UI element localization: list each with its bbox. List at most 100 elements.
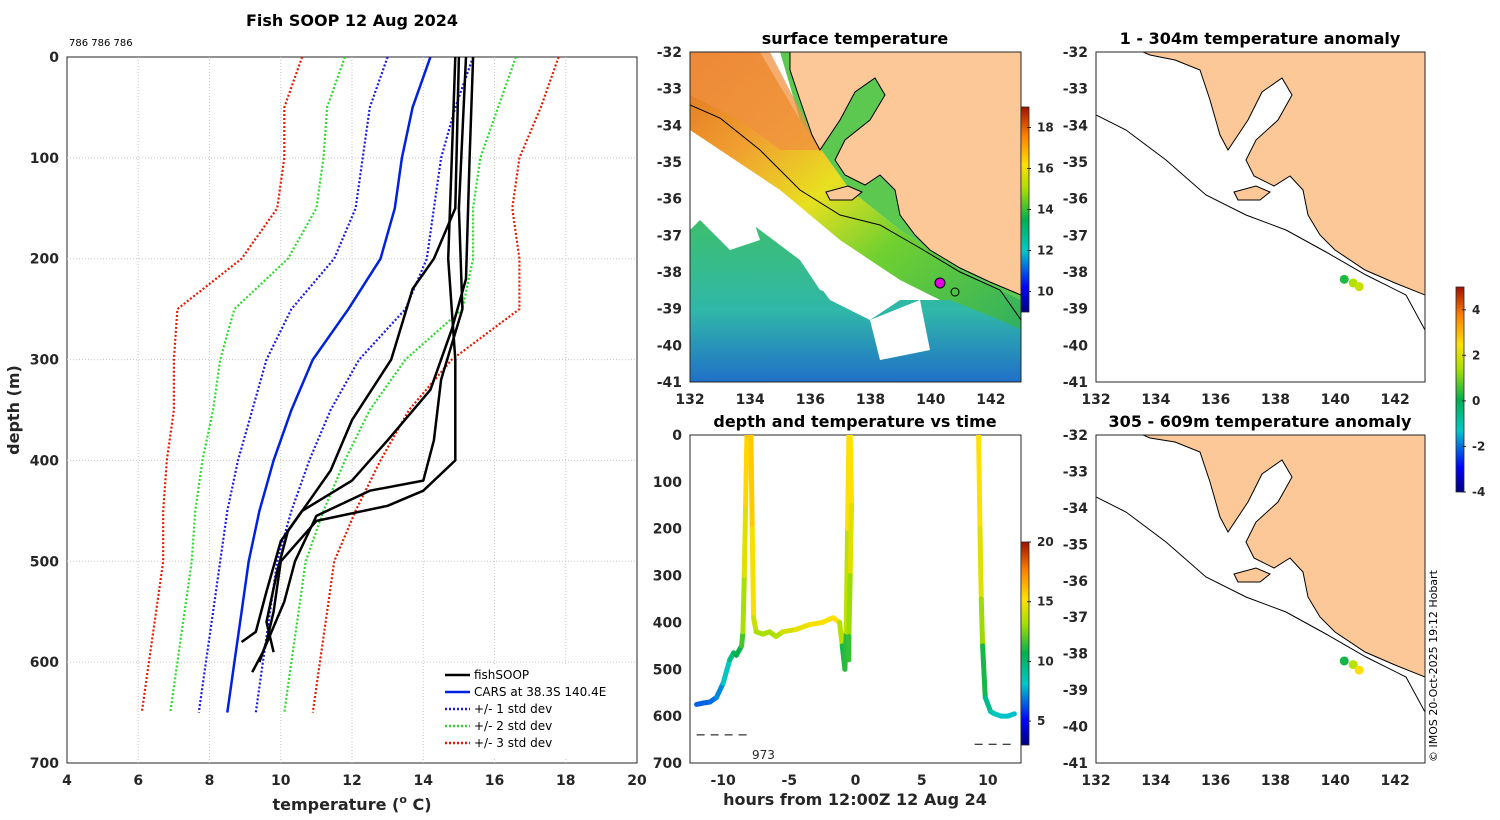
track-segment	[842, 629, 849, 672]
anomaly-deep-y-tick: -35	[1063, 537, 1088, 553]
track-segment	[978, 596, 986, 649]
profile-y-label: depth (m)	[4, 365, 23, 455]
depth-time-y-tick: 0	[672, 428, 682, 444]
imos-stamp: © IMOS 20-Oct-2025 19:12 Hobart	[1427, 569, 1440, 762]
anomaly-shallow-y-tick: -41	[1063, 375, 1088, 391]
profile-x-tick: 18	[556, 773, 575, 789]
sst-y-tick: -33	[657, 82, 682, 98]
sst-x-tick: 138	[856, 392, 885, 408]
anomaly-colorbar-ticks: 4 2 0 -2 -4	[1462, 303, 1485, 499]
profile-title: Fish SOOP 12 Aug 2024	[246, 11, 458, 30]
legend-std2: +/- 2 std dev	[474, 719, 552, 733]
sst-land	[789, 52, 1021, 296]
anomaly-shallow-x-tick: 138	[1261, 392, 1290, 408]
track-segment	[847, 502, 855, 579]
profile-y-tick: 700	[30, 756, 59, 772]
fishsoop-profile-4	[265, 57, 461, 653]
track-segment	[843, 526, 851, 635]
colorbar-tick: 14	[1037, 203, 1054, 217]
legend-fishsoop: fishSOOP	[474, 668, 529, 682]
profile-x-ticks: 4 6 8 10 12 14 16 18 20	[62, 773, 647, 789]
anomaly-shallow-land	[1142, 52, 1425, 296]
depth-time-y-ticks: 0 100 200 300 400 500 600 700	[653, 428, 682, 772]
anomaly-deep-x-tick: 138	[1261, 773, 1290, 789]
anomaly-shallow-x-tick: 132	[1081, 392, 1110, 408]
fishsoop-profiles	[240, 57, 475, 673]
sst-x-tick: 142	[976, 392, 1005, 408]
depth-time-x-tick: 5	[917, 773, 927, 789]
anomaly-deep-y-tick: -38	[1063, 647, 1088, 663]
sst-y-ticks: -32 -33 -34 -35 -36 -37 -38 -39 -40 -41	[657, 45, 683, 391]
depth-time-y-tick: 600	[653, 709, 682, 725]
depth-time-y-tick: 700	[653, 756, 682, 772]
track-segment	[720, 657, 733, 686]
profile-grid	[67, 57, 637, 763]
depth-time-y-tick: 400	[653, 615, 682, 631]
anomaly-shallow-y-tick: -38	[1063, 265, 1088, 281]
anomaly-deep-x-ticks: 132 134 136 138 140 142	[1081, 773, 1409, 789]
anomaly-deep-points	[1339, 656, 1364, 675]
profile-y-tick: 100	[30, 151, 59, 167]
std-dev-3-plus	[311, 57, 560, 713]
profile-y-tick: 200	[30, 252, 59, 268]
profile-y-tick: 400	[30, 453, 59, 469]
anomaly-deep-y-tick: -33	[1063, 464, 1088, 480]
profile-x-tick: 8	[205, 773, 215, 789]
track-segment	[740, 573, 747, 635]
std-dev-2-plus	[283, 57, 517, 713]
depth-time-x-tick: -10	[710, 773, 736, 789]
profile-y-tick: 500	[30, 554, 59, 570]
profile-y-tick: 0	[49, 50, 59, 66]
colorbar-tick: 18	[1037, 121, 1054, 135]
anomaly-point	[1339, 274, 1349, 284]
anomaly-deep-y-tick: -39	[1063, 683, 1088, 699]
anomaly-shallow-panel: 1 - 304m temperature anomaly 132 134 136 13…	[1063, 29, 1426, 408]
profile-x-tick: 12	[342, 773, 361, 789]
sst-southern-area	[690, 200, 1021, 382]
anomaly-deep-land	[1142, 435, 1425, 678]
anomaly-shallow-y-tick: -32	[1063, 45, 1088, 61]
anomaly-deep-y-tick: -32	[1063, 428, 1088, 444]
colorbar-tick: 12	[1037, 244, 1054, 258]
anomaly-shallow-y-tick: -36	[1063, 192, 1088, 208]
anomaly-shallow-contour	[1096, 114, 1425, 331]
sst-y-tick: -35	[657, 155, 682, 171]
anomaly-deep-y-ticks: -32 -33 -34 -35 -36 -37 -38 -39 -40 -41	[1063, 428, 1089, 772]
sst-island	[825, 185, 863, 201]
anomaly-deep-x-tick: 140	[1321, 773, 1350, 789]
anomaly-point	[1354, 282, 1364, 292]
anomaly-deep-y-tick: -34	[1063, 501, 1089, 517]
anomaly-shallow-x-tick: 140	[1321, 392, 1350, 408]
profile-y-tick: 600	[30, 655, 59, 671]
anomaly-deep-y-tick: -40	[1063, 720, 1089, 736]
sst-y-tick: -40	[657, 338, 683, 354]
profile-legend: fishSOOP CARS at 38.3S 140.4E +/- 1 std …	[437, 664, 633, 758]
anomaly-deep-y-tick: -41	[1063, 756, 1088, 772]
legend-std3: +/- 3 std dev	[474, 736, 552, 750]
sst-y-tick: -39	[657, 302, 682, 318]
sst-y-tick: -41	[657, 375, 682, 391]
colorbar-tick: 5	[1037, 714, 1045, 728]
depth-time-x-label: hours from 12:00Z 12 Aug 24	[723, 790, 987, 809]
anomaly-deep-x-tick: 142	[1380, 773, 1409, 789]
std-dev-3-minus	[140, 57, 304, 713]
anomaly-deep-panel: 305 - 609m temperature anomaly 132 134 136…	[1063, 412, 1426, 789]
sst-northwest-patch	[690, 52, 820, 150]
sst-y-tick: -36	[657, 192, 682, 208]
depth-time-x-tick: -5	[782, 773, 798, 789]
sst-y-tick: -38	[657, 265, 682, 281]
cars-mean-line	[226, 57, 432, 713]
std-dev-2-minus	[169, 57, 346, 713]
track-segment	[976, 435, 983, 532]
anomaly-point	[1339, 656, 1349, 666]
track-segment	[748, 435, 755, 532]
legend-cars: CARS at 38.3S 140.4E	[474, 685, 606, 699]
anomaly-shallow-y-tick: -35	[1063, 155, 1088, 171]
anomaly-shallow-title: 1 - 304m temperature anomaly	[1120, 29, 1401, 48]
profile-x-tick: 6	[133, 773, 143, 789]
sst-x-tick: 140	[916, 392, 945, 408]
depth-time-title: depth and temperature vs time	[713, 412, 996, 431]
sst-station-marker	[950, 287, 960, 297]
std-dev-curves	[140, 57, 560, 713]
